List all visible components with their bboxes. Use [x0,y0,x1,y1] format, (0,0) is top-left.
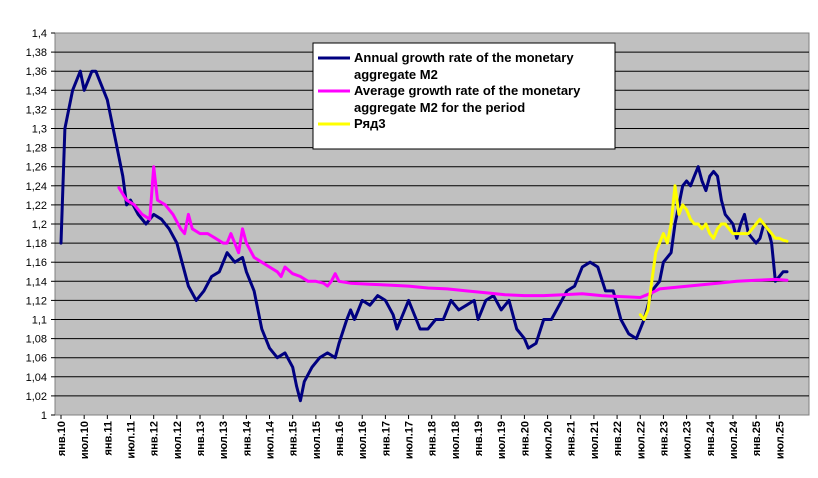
x-tick-label: июл.10 [79,421,91,459]
legend-label-series-1-line-2: aggregate M2 [354,67,438,82]
x-tick-label: янв.13 [195,421,207,456]
y-tick-label: 1,3 [32,124,47,136]
x-tick-label: янв.11 [102,421,114,456]
y-tick-label: 1,02 [26,391,47,403]
x-tick-label: июл.15 [311,421,323,459]
y-tick-label: 1,06 [26,353,47,365]
x-tick-label: июл.14 [265,420,277,459]
legend: Annual growth rate of the monetary aggre… [312,42,616,150]
x-tick-label: июл.25 [774,421,786,459]
x-tick-label: янв.23 [658,421,670,456]
x-tick-label: июл.18 [450,421,462,459]
x-tick-label: янв.17 [380,421,392,456]
y-tick-label: 1,32 [26,104,47,116]
y-tick-label: 1,08 [26,334,47,346]
y-tick-label: 1,2 [32,219,47,231]
x-tick-label: июл.24 [728,420,740,459]
y-tick-label: 1,24 [26,181,47,193]
x-tick-label: янв.20 [519,421,531,456]
x-tick-label: янв.25 [751,421,763,456]
x-tick-label: июл.13 [218,421,230,459]
series-line-3 [638,184,789,321]
legend-label-series-3: Ряд3 [354,116,386,131]
x-tick-label: янв.15 [288,421,300,456]
x-tick-label: янв.18 [427,421,439,456]
y-tick-label: 1,22 [26,200,47,212]
x-tick-label: июл.21 [589,421,601,459]
y-tick-label: 1,34 [26,85,47,97]
x-tick-label: июл.20 [543,421,555,459]
x-tick-label: июл.11 [126,421,138,459]
x-tick-label: янв.12 [149,421,161,456]
x-axis-ticks: янв.10 июл.10 янв.11 июл.11 янв.12 июл.12 янв.… [56,415,786,459]
y-tick-label: 1,1 [32,315,47,327]
x-tick-label: июл.23 [682,421,694,459]
y-tick-label: 1,04 [26,372,47,384]
y-axis-ticks: 1 1,02 1,04 1,06 1,08 1,1 1,12 1,14 1,16 1,18 1,2 1… [26,28,55,422]
y-tick-label: 1,18 [26,238,47,250]
y-tick-label: 1,12 [26,295,47,307]
y-tick-label: 1 [41,410,47,422]
x-tick-label: янв.24 [705,420,717,456]
series-lines [59,69,789,403]
y-tick-label: 1,28 [26,143,47,155]
watermark-text: fondmarket.ucoz.com [666,458,800,473]
y-tick-label: 1,16 [26,257,47,269]
y-tick-label: 1,14 [26,276,47,288]
x-tick-label: янв.16 [334,421,346,456]
series-line-1 [59,69,789,403]
x-tick-label: июл.19 [496,421,508,459]
legend-box [312,42,616,150]
legend-label-series-2-line-2: aggregate M2 for the period [354,100,525,115]
x-tick-label: янв.10 [56,421,68,456]
x-tick-label: июл.12 [172,421,184,459]
x-tick-label: июл.22 [635,421,647,459]
y-tick-label: 1,36 [26,66,47,78]
y-tick-label: 1,4 [32,28,47,40]
series-line-2 [117,165,789,299]
x-tick-label: янв.21 [566,421,578,456]
x-tick-label: июл.16 [357,421,369,459]
x-tick-label: янв.19 [473,421,485,456]
y-tick-label: 1,38 [26,47,47,59]
y-tick-label: 1,26 [26,162,47,174]
x-tick-label: янв.14 [241,420,253,456]
x-tick-label: янв.22 [612,421,624,456]
legend-label-series-2-line-1: Average growth rate of the monetary [354,83,581,98]
legend-label-series-1-line-1: Annual growth rate of the monetary [354,50,574,65]
x-tick-label: июл.17 [404,421,416,459]
